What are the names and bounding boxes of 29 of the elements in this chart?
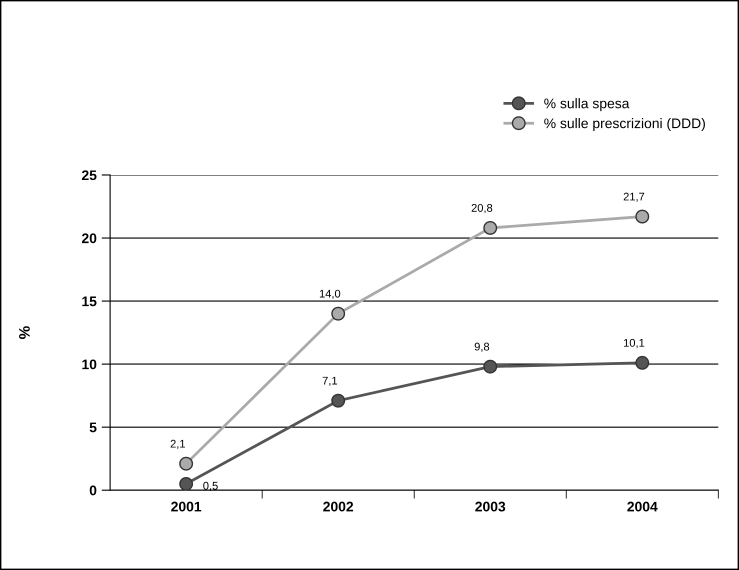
point <box>179 456 194 471</box>
data-label: 2,1 <box>170 440 185 449</box>
point <box>635 210 650 224</box>
legend-label: % sulle prescrizioni (DDD) <box>544 118 705 131</box>
x-tick-label: 2004 <box>627 502 658 512</box>
point <box>483 360 498 374</box>
data-label: 9,8 <box>474 342 490 352</box>
x-tick-label: 2002 <box>323 502 354 512</box>
x-tick-label: 2001 <box>171 502 202 512</box>
data-label: 0,5 <box>203 482 218 491</box>
y-tick-label: 5 <box>90 422 97 432</box>
data-label: 14,0 <box>320 290 340 299</box>
point <box>331 394 346 408</box>
y-axis-title: % <box>19 326 30 340</box>
y-tick-label: 15 <box>82 296 97 306</box>
y-tick-label: 0 <box>90 486 96 496</box>
point <box>635 356 650 370</box>
data-label: 20,8 <box>472 204 492 214</box>
point <box>331 306 346 321</box>
y-tick-label: 25 <box>82 170 97 180</box>
y-tick-label: 10 <box>82 359 96 370</box>
data-label: 10,1 <box>624 338 644 348</box>
y-tick-label: 20 <box>82 233 96 244</box>
x-tick-label: 2003 <box>475 502 506 512</box>
point <box>179 476 194 490</box>
legend-label: % sulla spesa <box>544 98 630 112</box>
data-label: 21,7 <box>624 192 644 202</box>
point <box>483 221 498 235</box>
data-label: 7,1 <box>322 376 338 386</box>
